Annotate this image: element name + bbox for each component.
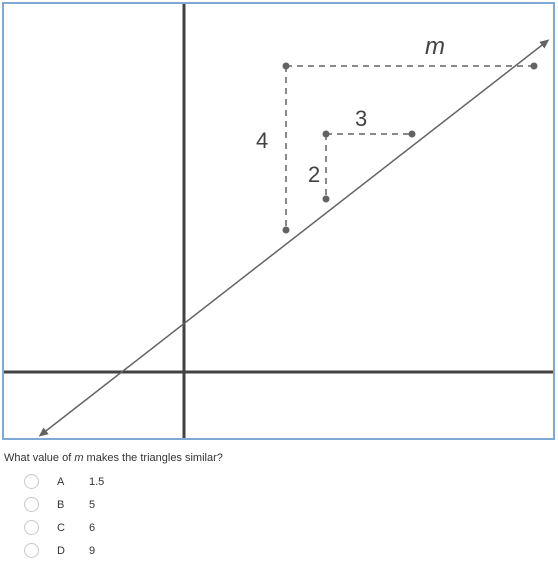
label-2: 2 [308,162,320,187]
small-right-point [409,131,416,138]
radio-icon[interactable] [24,520,39,535]
option-c[interactable]: C 6 [24,520,558,535]
option-value: 6 [89,522,95,534]
big-right-point [531,63,538,70]
question-prefix: What value of [4,452,74,464]
option-letter: D [57,545,89,557]
option-value: 9 [89,545,95,557]
oblique-line [42,42,546,434]
option-d[interactable]: D 9 [24,543,558,558]
label-m: m [425,33,445,60]
question-text: What value of m makes the triangles simi… [4,452,558,464]
radio-icon[interactable] [24,543,39,558]
diagram-frame: 4 m 2 3 [2,2,555,440]
big-top-point [283,63,290,70]
small-top-point [323,131,330,138]
radio-icon[interactable] [24,474,39,489]
radio-icon[interactable] [24,497,39,512]
option-a[interactable]: A 1.5 [24,474,558,489]
question-var: m [74,452,83,464]
option-letter: C [57,522,89,534]
option-value: 1.5 [89,476,104,488]
diagram-svg: 4 m 2 3 [4,4,555,440]
option-letter: B [57,499,89,511]
option-b[interactable]: B 5 [24,497,558,512]
option-value: 5 [89,499,95,511]
small-bottom-point [323,196,330,203]
label-3: 3 [355,106,367,131]
label-4: 4 [256,128,268,153]
option-letter: A [57,476,89,488]
options-group: A 1.5 B 5 C 6 D 9 [24,474,558,558]
question-suffix: makes the triangles similar? [84,452,223,464]
big-bottom-point [283,227,290,234]
